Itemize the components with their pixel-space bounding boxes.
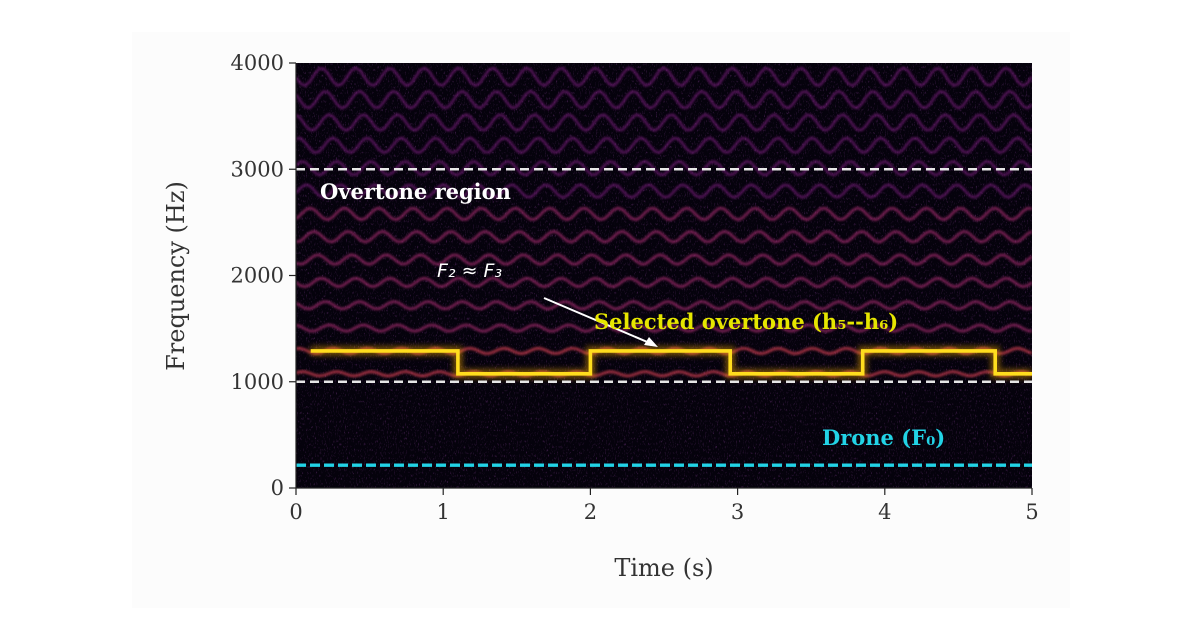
y-tick-label-1000: 1000 <box>231 370 284 394</box>
harmonic-line-7 <box>296 323 1032 333</box>
formant-label: F₂ ≈ F₃ <box>437 260 502 282</box>
x-tick-label-3: 3 <box>731 500 744 524</box>
x-tick-label-4: 4 <box>878 500 891 524</box>
y-tick-label-0: 0 <box>271 476 284 500</box>
harmonic-line-5 <box>296 370 1032 378</box>
y-tick-label-3000: 3000 <box>231 157 284 181</box>
x-tick-label-5: 5 <box>1025 500 1038 524</box>
harmonic-line-17 <box>296 89 1032 110</box>
x-tick-label-0: 0 <box>289 500 302 524</box>
formant-arrow <box>543 297 653 345</box>
x-tick-label-1: 1 <box>437 500 450 524</box>
y-tick-label-2000: 2000 <box>231 264 284 288</box>
harmonic-line-15 <box>296 136 1032 155</box>
drone-label: Drone (F₀) <box>822 425 945 450</box>
harmonic-line-11 <box>296 230 1032 244</box>
x-axis-title: Time (s) <box>614 554 713 582</box>
figure: 0 1 2 3 4 5 0 1000 2000 3000 4000 Overtone region … <box>132 32 1070 608</box>
y-axis-title: Frequency (Hz) <box>162 181 190 371</box>
harmonic-line-16 <box>296 113 1032 132</box>
x-tick-label-2: 2 <box>584 500 597 524</box>
harmonic-line-8 <box>296 300 1032 311</box>
harmonic-line-12 <box>296 206 1032 222</box>
harmonic-line-18 <box>296 66 1032 88</box>
selected-overtone-label: Selected overtone (h₅--h₆) <box>594 309 898 334</box>
harmonic-line-14 <box>296 159 1032 177</box>
formant-arrowhead <box>644 337 658 347</box>
selected-overtone-line <box>310 349 1032 376</box>
y-tick-label-4000: 4000 <box>231 51 284 75</box>
overtone-region-label: Overtone region <box>320 179 511 204</box>
harmonic-line-10 <box>296 253 1032 266</box>
harmonic-line-9 <box>296 276 1032 288</box>
harmonic-line-13 <box>296 183 1032 199</box>
